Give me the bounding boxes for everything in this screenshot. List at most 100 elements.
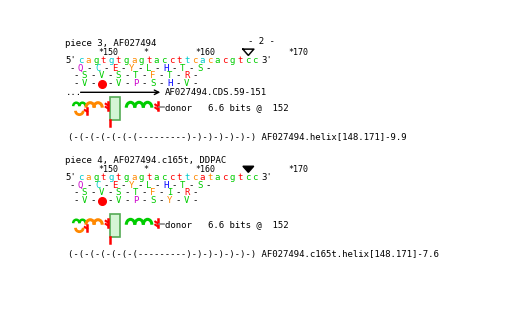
Text: *: * <box>144 48 149 57</box>
Text: t: t <box>184 56 190 65</box>
Text: P: P <box>133 79 138 88</box>
Text: -: - <box>121 181 126 190</box>
Text: t: t <box>177 56 182 65</box>
Text: t: t <box>207 173 212 182</box>
Text: C: C <box>95 181 100 190</box>
Text: c: c <box>222 173 227 182</box>
Text: S: S <box>150 79 155 88</box>
Text: -: - <box>90 188 96 197</box>
Text: t: t <box>146 173 152 182</box>
Text: c: c <box>252 173 258 182</box>
Text: -: - <box>124 196 130 205</box>
Text: L: L <box>146 64 151 73</box>
Text: -: - <box>73 71 79 80</box>
Text: T: T <box>167 71 172 80</box>
Text: c: c <box>161 56 167 65</box>
Text: -: - <box>90 71 96 80</box>
Text: -: - <box>142 188 147 197</box>
Text: V: V <box>184 79 190 88</box>
Text: F: F <box>150 188 155 197</box>
Text: -: - <box>73 196 79 205</box>
Text: -: - <box>107 196 112 205</box>
Text: a: a <box>154 56 159 65</box>
Text: -: - <box>90 79 96 88</box>
Text: T: T <box>180 181 185 190</box>
Bar <box>110 214 121 237</box>
Text: 5': 5' <box>65 56 76 65</box>
Text: -: - <box>103 181 109 190</box>
Text: c: c <box>192 173 197 182</box>
Text: (-(-(-(-(-(-(---------)-)-)-)-)-)-) AF027494.helix[148.171]-9.9: (-(-(-(-(-(-(---------)-)-)-)-)-)-) AF02… <box>68 133 406 142</box>
Text: T: T <box>133 71 138 80</box>
Text: T: T <box>180 64 185 73</box>
Text: donor   6.6 bits @  152: donor 6.6 bits @ 152 <box>165 103 288 112</box>
Text: -: - <box>206 181 211 190</box>
Text: -: - <box>142 196 147 205</box>
Text: a: a <box>85 56 91 65</box>
Text: a: a <box>131 56 136 65</box>
Text: -: - <box>193 79 198 88</box>
Text: -: - <box>137 64 143 73</box>
Text: c: c <box>161 173 167 182</box>
Text: R: R <box>184 71 190 80</box>
Text: -: - <box>158 196 164 205</box>
Text: g: g <box>123 56 129 65</box>
Text: -: - <box>193 71 198 80</box>
Text: -: - <box>193 188 198 197</box>
Text: L: L <box>146 181 151 190</box>
Text: c: c <box>252 56 258 65</box>
Text: -: - <box>73 79 79 88</box>
Text: -: - <box>206 64 211 73</box>
Polygon shape <box>243 49 254 55</box>
Text: *: * <box>144 165 149 174</box>
Text: a: a <box>154 173 159 182</box>
Text: H: H <box>167 79 172 88</box>
Text: g: g <box>138 173 144 182</box>
Text: V: V <box>184 196 190 205</box>
Text: -: - <box>124 79 130 88</box>
Text: V: V <box>82 196 87 205</box>
Text: a: a <box>85 173 91 182</box>
Text: -: - <box>107 79 112 88</box>
Text: -: - <box>107 188 112 197</box>
Text: -: - <box>73 188 79 197</box>
Text: a: a <box>215 56 220 65</box>
Text: ...: ... <box>65 88 82 97</box>
Text: -: - <box>69 64 75 73</box>
Text: t: t <box>101 56 106 65</box>
Text: E: E <box>112 181 118 190</box>
Text: c: c <box>78 173 83 182</box>
Text: g: g <box>108 56 113 65</box>
Text: S: S <box>197 181 202 190</box>
Text: -: - <box>154 64 160 73</box>
Text: -: - <box>189 181 194 190</box>
Text: - 2 -: - 2 - <box>248 37 275 46</box>
Text: -: - <box>69 181 75 190</box>
Text: -: - <box>189 64 194 73</box>
Text: -: - <box>175 79 181 88</box>
Text: -: - <box>142 79 147 88</box>
Text: t: t <box>116 173 121 182</box>
Text: E: E <box>112 64 118 73</box>
Text: g: g <box>108 173 113 182</box>
Text: -: - <box>175 196 181 205</box>
Text: -: - <box>158 71 164 80</box>
Text: Y: Y <box>129 64 134 73</box>
Text: a: a <box>199 173 205 182</box>
Polygon shape <box>243 166 254 172</box>
Text: *160: *160 <box>196 48 216 57</box>
Text: g: g <box>93 173 99 182</box>
Text: c: c <box>245 56 250 65</box>
Text: *150: *150 <box>98 48 118 57</box>
Text: *160: *160 <box>196 165 216 174</box>
Text: S: S <box>197 64 202 73</box>
Text: Y: Y <box>129 181 134 190</box>
Text: t: t <box>101 173 106 182</box>
Text: *170: *170 <box>289 48 309 57</box>
Text: C: C <box>95 64 100 73</box>
Text: -: - <box>121 64 126 73</box>
Text: T: T <box>133 188 138 197</box>
Text: Q: Q <box>78 64 83 73</box>
Text: c: c <box>245 173 250 182</box>
Text: -: - <box>158 188 164 197</box>
